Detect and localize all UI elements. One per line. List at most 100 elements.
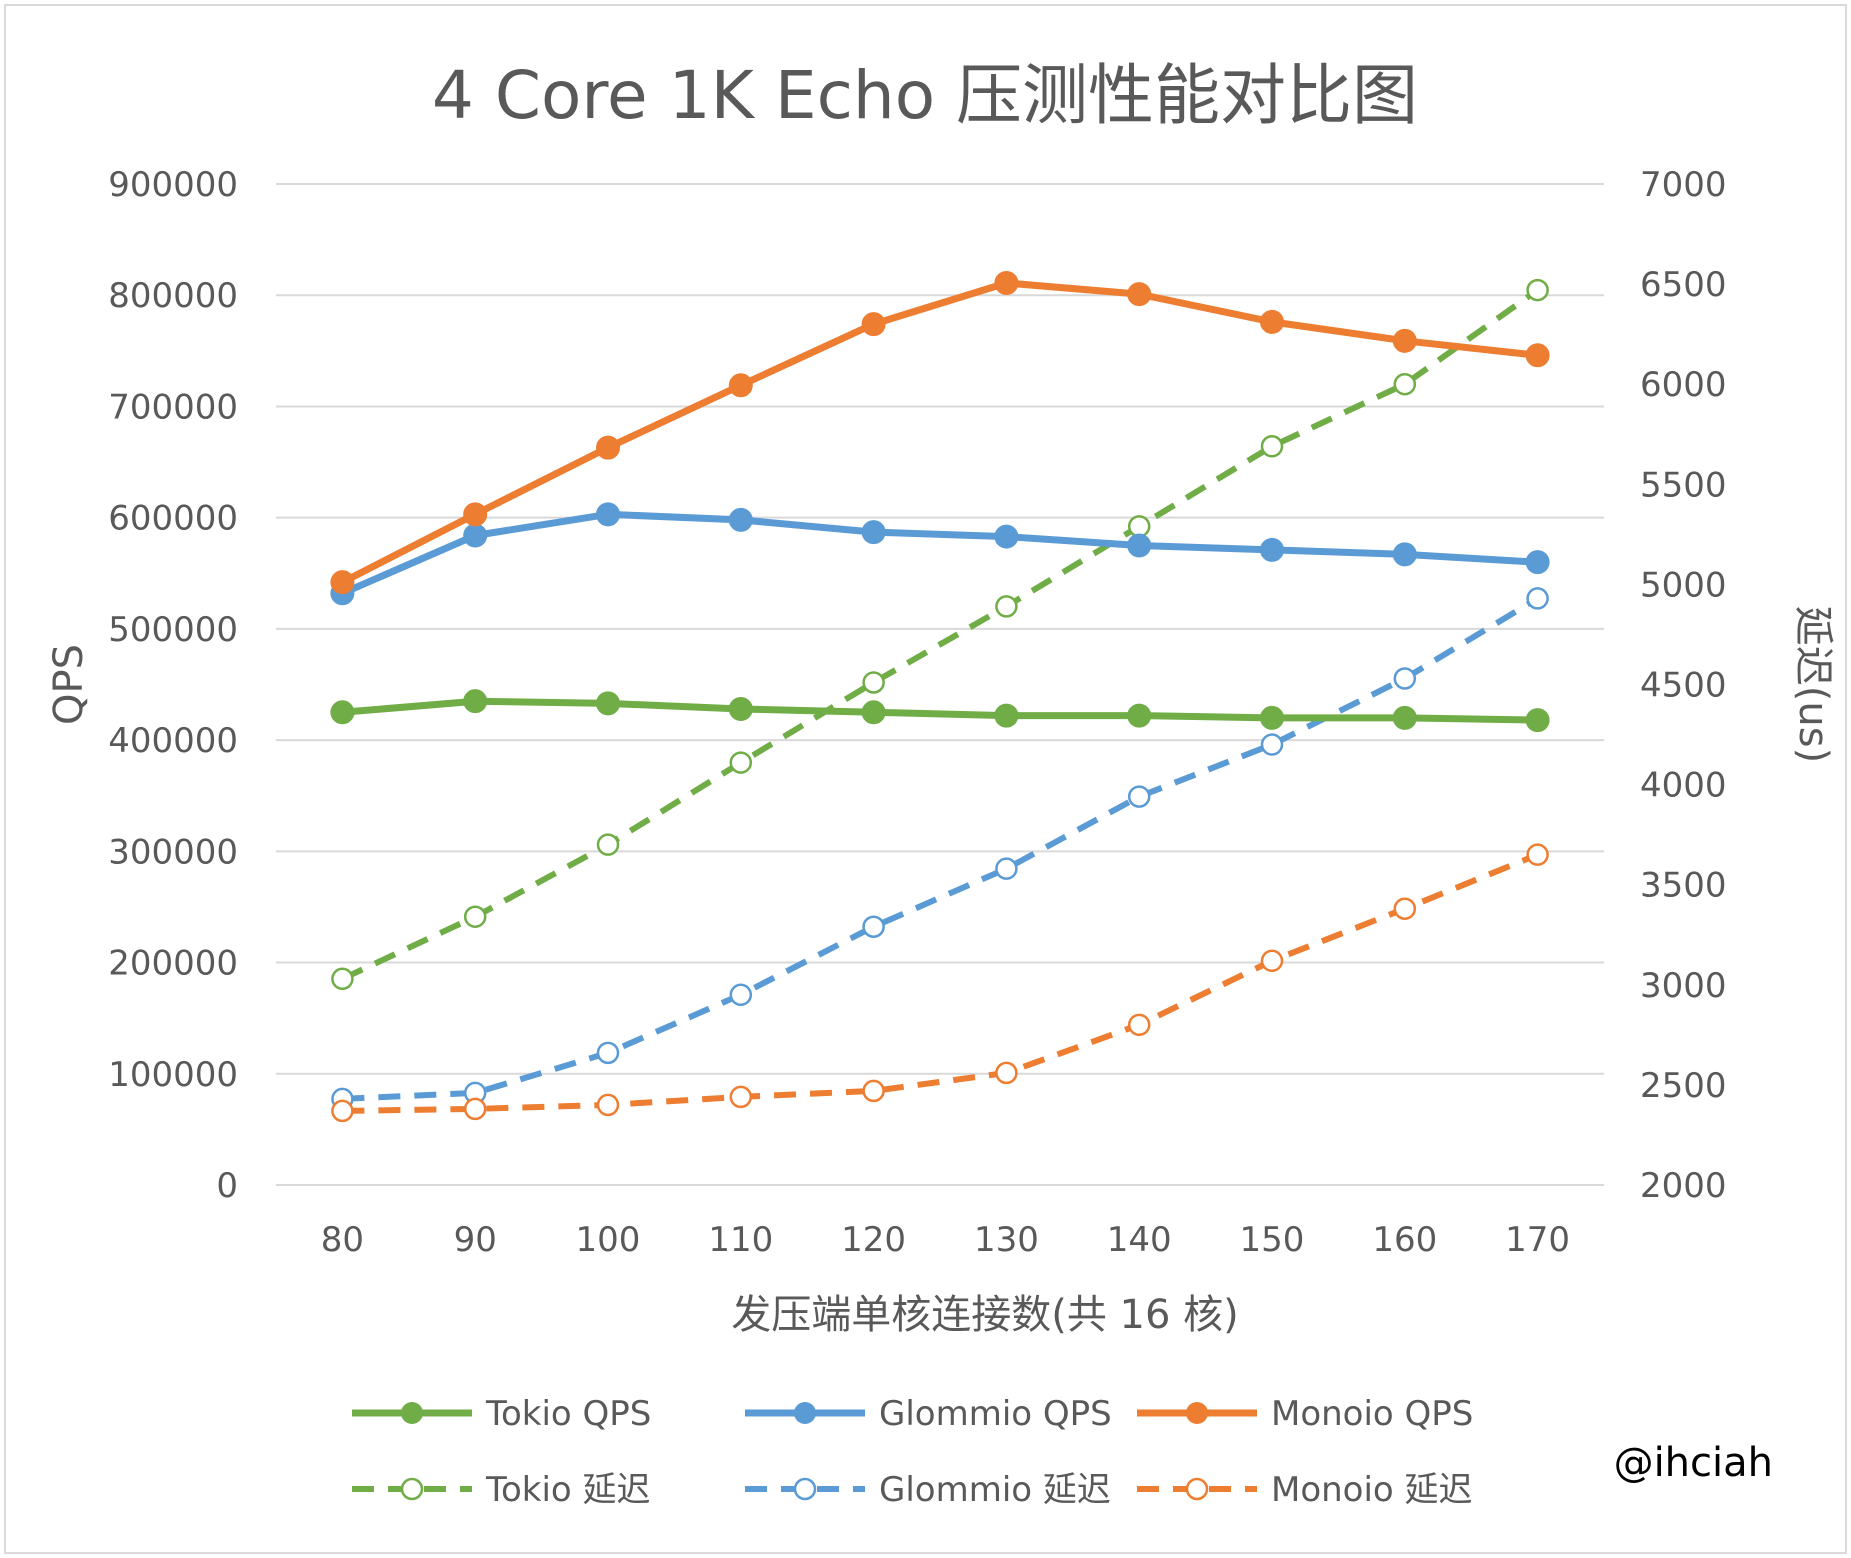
series-monoio-qps <box>330 270 1550 595</box>
data-point <box>994 524 1019 549</box>
y-left-tick-label: 300000 <box>108 832 238 872</box>
legend-label: Glommio QPS <box>879 1394 1112 1434</box>
x-tick-label: 140 <box>1107 1220 1172 1260</box>
data-point <box>728 373 753 398</box>
y-right-tick-label: 5500 <box>1640 465 1727 505</box>
data-point <box>728 507 753 532</box>
data-point <box>1525 708 1550 733</box>
data-point <box>729 983 753 1007</box>
x-axis-ticks: 80 90 100 110 120 130 140 150 160 170 <box>321 1220 1570 1260</box>
data-point <box>728 696 753 721</box>
data-point <box>861 312 886 337</box>
data-point <box>463 502 488 527</box>
data-point <box>330 570 355 595</box>
data-point <box>995 595 1018 618</box>
x-tick-label: 160 <box>1372 1220 1437 1260</box>
data-point <box>1260 537 1284 562</box>
legend: Tokio QPS Glommio QPS Monoio QPS Tokio 延迟 Gl… <box>352 1394 1473 1510</box>
y-left-tick-label: 200000 <box>108 944 238 984</box>
legend-item: Tokio 延迟 <box>352 1470 651 1510</box>
data-point <box>596 502 620 527</box>
data-point <box>861 700 886 725</box>
x-axis-label: 发压端单核连接数(共 16 核) <box>731 1292 1239 1338</box>
y-right-tick-label: 6000 <box>1640 365 1727 405</box>
data-point <box>1392 705 1417 730</box>
y-right-tick-label: 2000 <box>1640 1166 1727 1206</box>
data-point <box>331 1099 354 1123</box>
series-tokio-qps <box>330 689 1550 733</box>
data-point <box>596 1041 620 1065</box>
data-point <box>995 857 1018 880</box>
data-point <box>1392 328 1417 353</box>
chart-border <box>4 4 1847 1554</box>
x-tick-label: 170 <box>1505 1220 1570 1260</box>
y-left-tick-label: 900000 <box>108 165 238 205</box>
data-point <box>1526 843 1549 866</box>
x-tick-label: 90 <box>454 1220 497 1260</box>
data-point <box>729 1085 753 1109</box>
y-left-tick-label: 700000 <box>108 387 238 427</box>
data-point <box>330 700 355 725</box>
x-tick-label: 130 <box>974 1220 1039 1260</box>
x-tick-label: 110 <box>708 1220 773 1260</box>
x-tick-label: 150 <box>1240 1220 1305 1260</box>
series-line <box>340 279 1538 586</box>
y-axis-left-label: QPS <box>46 644 92 725</box>
legend-marker <box>1186 1402 1208 1424</box>
legend-marker <box>1185 1477 1209 1501</box>
legend-label: Tokio QPS <box>485 1394 651 1434</box>
series-monoio-延迟 <box>331 843 1549 1123</box>
legend-marker <box>400 1477 424 1501</box>
y-right-tick-label: 7000 <box>1640 165 1727 205</box>
data-point <box>1127 282 1152 307</box>
data-point <box>1260 733 1284 756</box>
legend-marker <box>793 1477 817 1501</box>
data-point <box>331 967 354 991</box>
series-tokio-延迟 <box>331 278 1549 991</box>
legend-label: Glommio 延迟 <box>879 1470 1111 1510</box>
legend-item: Tokio QPS <box>352 1394 651 1434</box>
data-point <box>994 270 1019 295</box>
y-left-tick-label: 100000 <box>108 1055 238 1095</box>
data-point <box>1393 897 1417 920</box>
data-point <box>995 1061 1018 1085</box>
data-point <box>729 751 753 774</box>
data-point <box>1393 372 1417 396</box>
legend-label: Monoio QPS <box>1271 1394 1473 1434</box>
data-point <box>862 915 885 938</box>
data-point <box>862 1079 885 1103</box>
series-glommio-qps <box>330 502 1550 606</box>
y-right-tick-label: 6500 <box>1640 265 1727 305</box>
data-point <box>1260 949 1284 973</box>
legend-label: Monoio 延迟 <box>1271 1470 1473 1510</box>
chart-title: 4 Core 1K Echo 压测性能对比图 <box>432 57 1418 134</box>
data-point <box>862 671 885 694</box>
gridlines <box>276 183 1604 1186</box>
series-layer <box>330 270 1550 1123</box>
legend-label: Tokio 延迟 <box>485 1470 651 1510</box>
data-point <box>463 905 487 928</box>
data-point <box>861 520 886 545</box>
y-left-tick-label: 600000 <box>108 499 238 539</box>
series-line <box>341 510 1538 597</box>
data-point <box>1526 278 1549 302</box>
y-right-tick-label: 4000 <box>1640 766 1727 806</box>
data-point <box>1127 515 1151 538</box>
y-right-tick-label: 3500 <box>1640 866 1727 906</box>
data-point <box>1393 667 1417 690</box>
legend-marker <box>794 1402 816 1424</box>
series-line <box>342 697 1538 724</box>
data-point <box>1525 343 1550 368</box>
y-right-tick-label: 3000 <box>1640 966 1727 1006</box>
series-line <box>342 851 1539 1114</box>
data-point <box>596 1093 620 1117</box>
x-tick-label: 100 <box>576 1220 641 1260</box>
y-right-tick-label: 4500 <box>1640 666 1727 706</box>
x-tick-label: 80 <box>321 1220 364 1260</box>
y-right-tick-label: 5000 <box>1640 565 1727 605</box>
y-axis-right-label: 延迟(us) <box>1790 606 1836 763</box>
left-axis-ticks: 0 100000 200000 300000 400000 500000 600000 700… <box>108 165 238 1206</box>
y-left-tick-label: 400000 <box>108 721 238 761</box>
